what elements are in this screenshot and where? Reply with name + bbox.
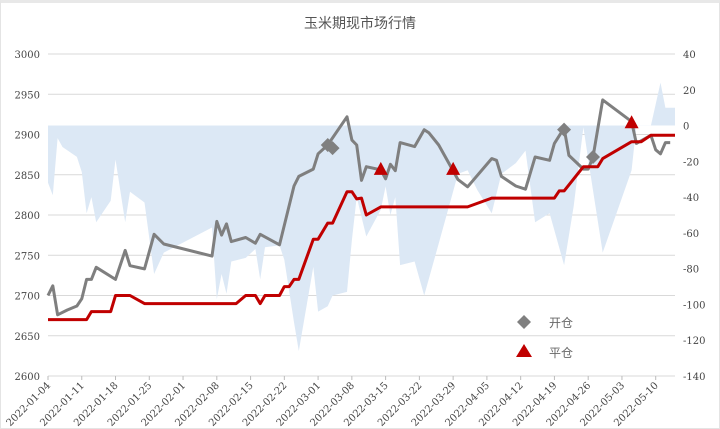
basis-area-series	[48, 82, 675, 351]
red-price-line	[48, 133, 675, 322]
close-position-marker	[446, 161, 461, 175]
y-right-tick-label: 20	[683, 86, 696, 97]
gray-price-line	[46, 98, 671, 317]
y-right-tick-label: 40	[683, 50, 696, 61]
y-left-tick-label: 3000	[15, 50, 40, 61]
y-left-tick-label: 2850	[15, 171, 40, 182]
close-position-marker	[624, 115, 639, 129]
open-position-marker	[586, 150, 601, 165]
y-right-tick-label: -60	[683, 229, 699, 240]
open-position-marker	[325, 141, 340, 156]
y-left-tick-label: 2650	[15, 332, 40, 343]
y-right-tick-label: 0	[683, 122, 689, 133]
y-right-tick-label: -40	[683, 193, 699, 204]
y-right-tick-label: -20	[683, 157, 699, 168]
y-right-tick-label: -80	[683, 265, 699, 276]
legend-triangle-icon	[516, 344, 532, 357]
legend-label: 开仓	[549, 316, 573, 330]
chart-title: 玉米期现市场行情	[304, 15, 416, 32]
y-left-tick-label: 2800	[15, 211, 40, 222]
legend-label: 平仓	[549, 346, 573, 360]
y-right-tick-label: -140	[683, 372, 705, 383]
y-left-tick-label: 2900	[15, 131, 40, 142]
y-left-tick-label: 2700	[15, 292, 40, 303]
close-position-marker	[373, 161, 388, 175]
open-position-marker	[557, 122, 572, 137]
y-left-tick-label: 2950	[15, 90, 40, 101]
y-right-tick-label: -120	[683, 336, 705, 347]
y-right-tick-label: -100	[683, 300, 705, 311]
legend-diamond-icon	[517, 315, 531, 329]
y-left-tick-label: 2750	[15, 251, 40, 262]
y-left-tick-label: 2600	[15, 372, 40, 383]
